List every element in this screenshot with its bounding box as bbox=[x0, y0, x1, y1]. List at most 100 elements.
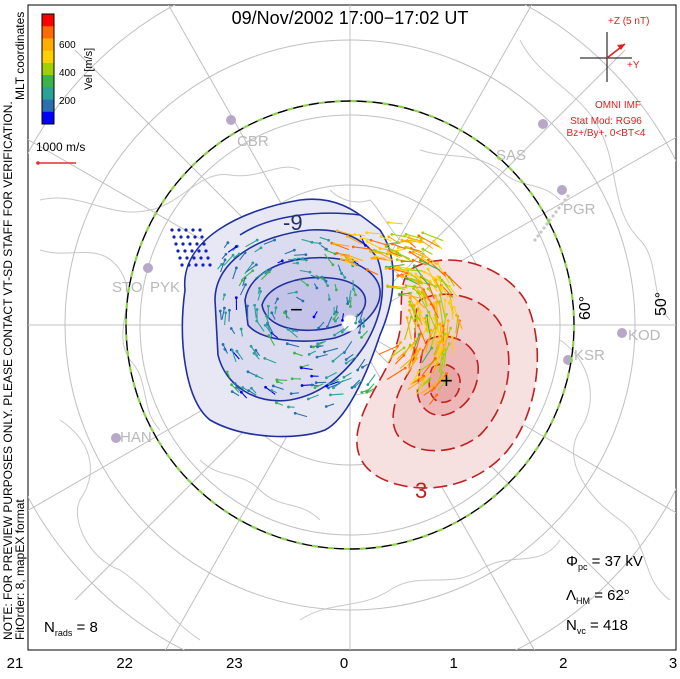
vector-origin bbox=[448, 342, 451, 345]
stat-phi-value: = 37 kV bbox=[587, 553, 642, 570]
colorbar-segment bbox=[42, 38, 54, 51]
vector-origin bbox=[387, 221, 390, 224]
vector-origin bbox=[342, 376, 345, 379]
radar-dot bbox=[202, 242, 205, 245]
radar-dot bbox=[179, 235, 182, 238]
lat-label-60: 60° bbox=[577, 296, 594, 320]
vector-origin bbox=[402, 354, 405, 357]
lat-label-50: 50° bbox=[653, 292, 670, 316]
velocity-vector bbox=[277, 380, 287, 381]
vector-origin bbox=[244, 251, 247, 254]
vector-origin bbox=[326, 284, 329, 287]
vector-origin bbox=[333, 313, 336, 316]
radar-dot bbox=[170, 228, 173, 231]
vector-origin bbox=[439, 340, 442, 343]
vector-origin bbox=[366, 268, 369, 271]
vector-origin bbox=[370, 239, 373, 242]
station-label: KSR bbox=[574, 347, 605, 364]
vector-origin bbox=[445, 313, 448, 316]
vector-origin bbox=[418, 376, 421, 379]
vector-origin bbox=[429, 377, 432, 380]
radar-dot bbox=[193, 235, 196, 238]
vector-origin bbox=[413, 264, 416, 267]
vector-origin bbox=[403, 346, 406, 349]
vector-origin bbox=[256, 308, 259, 311]
vector-origin bbox=[408, 309, 411, 312]
vector-origin bbox=[265, 315, 268, 318]
stat-phi-symbol: Φ bbox=[566, 553, 578, 570]
contour-label-max: + bbox=[440, 368, 453, 393]
vector-origin bbox=[387, 235, 390, 238]
vector-origin bbox=[430, 329, 433, 332]
vector-origin bbox=[432, 240, 435, 243]
vector-origin bbox=[254, 349, 257, 352]
radar-dot bbox=[195, 242, 198, 245]
vector-origin bbox=[264, 324, 267, 327]
vector-origin bbox=[388, 267, 391, 270]
radar-dot bbox=[184, 228, 187, 231]
vector-origin bbox=[336, 229, 339, 232]
vector-origin bbox=[255, 320, 258, 323]
vector-origin bbox=[293, 258, 296, 261]
vector-origin bbox=[226, 241, 229, 244]
vector-origin bbox=[347, 254, 350, 257]
vector-origin bbox=[316, 346, 319, 349]
vector-origin bbox=[300, 366, 303, 369]
station-label: STO bbox=[112, 279, 143, 296]
vector-origin bbox=[315, 287, 318, 290]
imf-z-label: +Z (5 nT) bbox=[608, 16, 649, 27]
velocity-colorbar bbox=[42, 14, 54, 125]
vector-origin bbox=[358, 320, 361, 323]
vector-origin bbox=[448, 301, 451, 304]
vector-origin bbox=[404, 367, 407, 370]
vector-origin bbox=[427, 311, 430, 314]
vector-origin bbox=[265, 270, 268, 273]
colorbar-tick: 400 bbox=[59, 68, 76, 79]
vector-origin bbox=[340, 253, 343, 256]
vector-origin bbox=[360, 237, 363, 240]
vector-origin bbox=[329, 394, 332, 397]
vector-origin bbox=[315, 381, 318, 384]
velocity-vector bbox=[350, 297, 351, 307]
vector-origin bbox=[341, 319, 344, 322]
vector-origin bbox=[409, 251, 412, 254]
vector-origin bbox=[240, 328, 243, 331]
vector-origin bbox=[230, 327, 233, 330]
vector-origin bbox=[352, 288, 355, 291]
vector-origin bbox=[275, 401, 278, 404]
radar-dot bbox=[554, 210, 557, 213]
vector-origin bbox=[369, 250, 372, 253]
mlt-tick-label: 22 bbox=[116, 655, 133, 672]
vector-origin bbox=[447, 319, 450, 322]
stat-lambda-symbol: Λ bbox=[566, 587, 576, 604]
vector-origin bbox=[240, 391, 243, 394]
vector-origin bbox=[325, 376, 328, 379]
vector-origin bbox=[421, 248, 424, 251]
vector-origin bbox=[275, 306, 278, 309]
vector-origin bbox=[317, 327, 320, 330]
vector-origin bbox=[349, 305, 352, 308]
imf-y-label: +Y bbox=[627, 60, 640, 71]
vector-origin bbox=[442, 324, 445, 327]
vector-origin bbox=[253, 304, 256, 307]
vector-origin bbox=[361, 366, 364, 369]
vector-origin bbox=[223, 293, 226, 296]
radar-dot bbox=[172, 235, 175, 238]
vector-origin bbox=[264, 386, 267, 389]
colorbar-segment bbox=[42, 75, 54, 88]
radar-dot bbox=[176, 249, 179, 252]
radar-dot bbox=[199, 256, 202, 259]
stat-nrads-value: = 8 bbox=[72, 619, 97, 636]
vector-origin bbox=[447, 333, 450, 336]
radar-dot bbox=[197, 249, 200, 252]
vector-origin bbox=[235, 245, 238, 248]
vector-origin bbox=[396, 258, 399, 261]
radar-dot bbox=[185, 256, 188, 259]
vector-origin bbox=[434, 357, 437, 360]
vector-origin bbox=[328, 383, 331, 386]
colorbar-ticks: 600 400 200 bbox=[59, 40, 76, 107]
imf-condition: Bz+/By+, 0<BT<4 bbox=[567, 128, 646, 139]
stat-nrads-symbol: N bbox=[44, 619, 55, 636]
radar-dot bbox=[545, 222, 548, 225]
